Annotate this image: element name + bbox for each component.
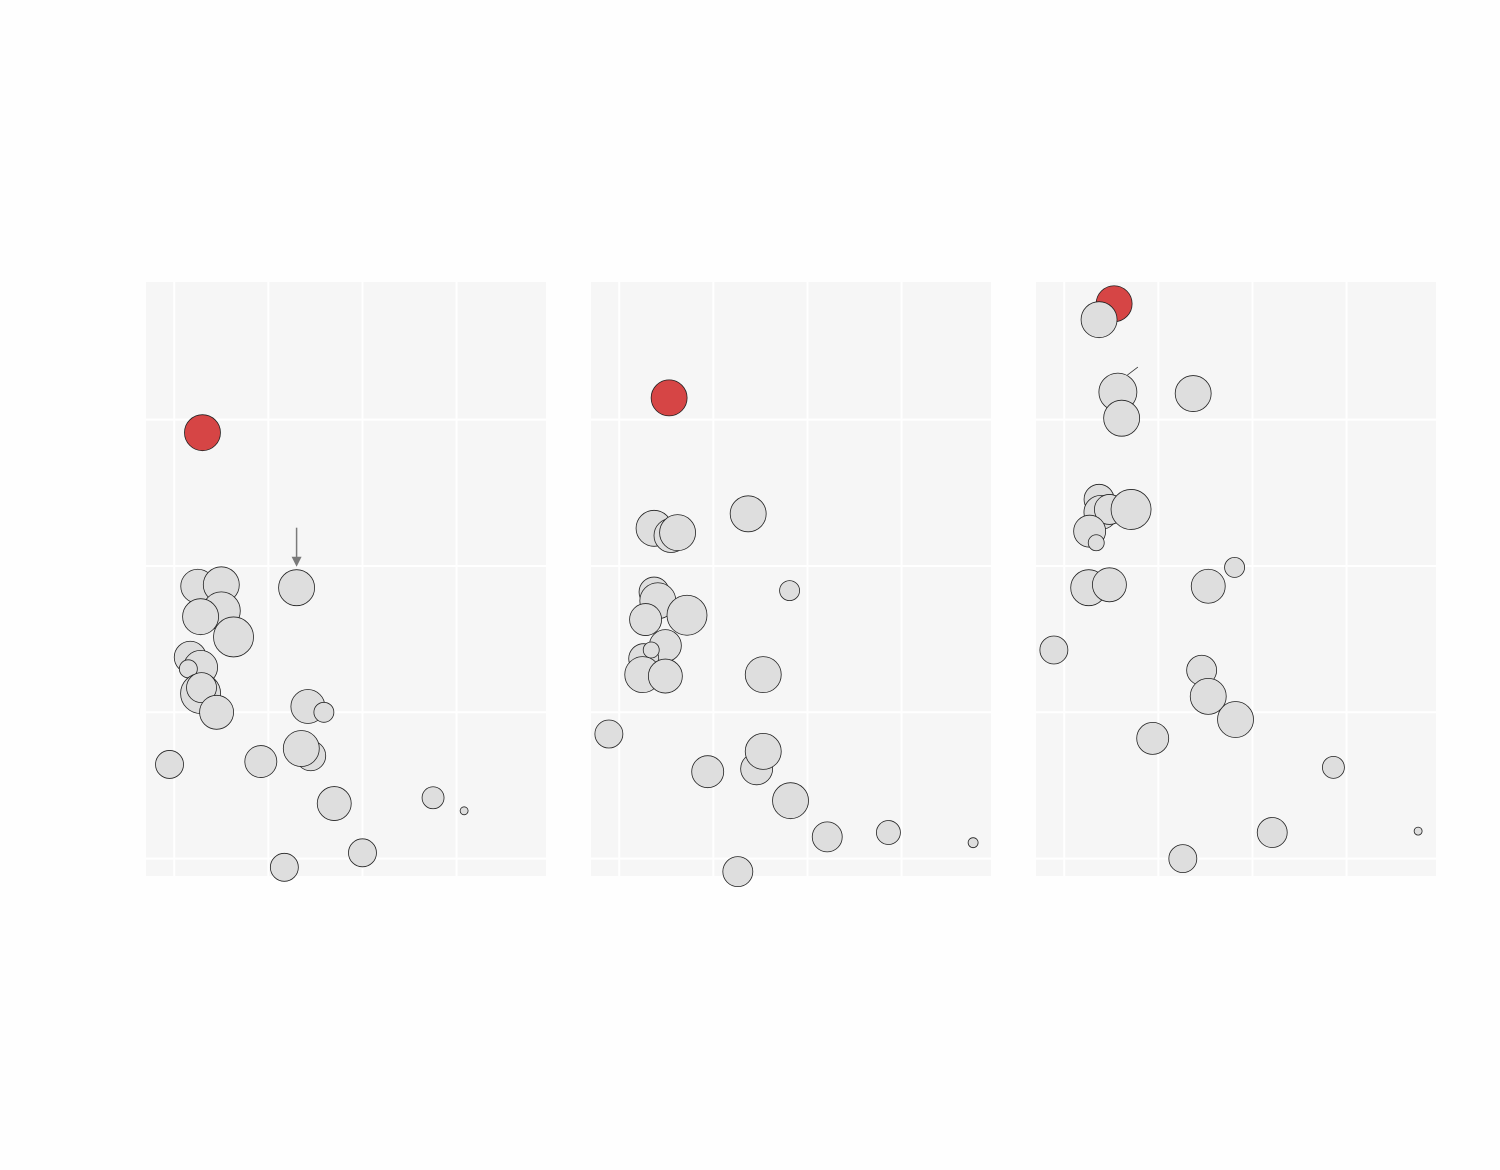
bubble [1413,826,1423,836]
bubble [1256,817,1288,848]
bubble [691,755,725,789]
bubble [779,580,800,601]
bubble [269,852,299,882]
bubble [1189,677,1227,715]
bubble [744,733,782,770]
bubble [642,641,660,659]
bubble [967,837,979,849]
bubble [1039,635,1069,665]
bubble [1092,567,1127,603]
scatter-panel-2 [591,282,991,888]
bubble [182,598,219,636]
bubble [348,838,377,868]
bubble [282,730,320,767]
bubble [772,782,809,820]
bubble [876,820,901,845]
annotation-arrowhead [291,556,302,567]
scatter-panel-3 [1036,282,1436,876]
bubble [744,656,782,694]
bubble [1224,557,1245,578]
bubble [459,806,469,816]
bubble [1110,489,1152,530]
bubble [1136,721,1170,755]
bubble [629,603,662,636]
bubble [199,694,234,730]
bubble [278,569,315,607]
bubble [722,856,754,888]
bubble [1322,755,1345,779]
highlighted-bubble [650,379,688,417]
bubble [729,495,767,533]
bubble [316,786,352,821]
bubble [1217,701,1254,738]
bubble [811,821,843,853]
bubble [213,616,254,658]
scatter-panel-1 [146,282,546,882]
bubble [1080,301,1118,339]
bubble [155,750,184,779]
bubble [1168,844,1198,874]
bubble [244,745,278,778]
bubble [666,594,708,636]
bubble [1103,399,1141,437]
annotation-tick [1127,366,1139,376]
highlighted-bubble [184,414,221,452]
bubble [1087,534,1105,552]
bubble [421,786,445,810]
bubble [647,658,683,694]
bubble [1190,568,1226,604]
bubble [659,514,696,552]
bubble [594,719,624,749]
bubble [186,672,217,704]
bubble [1174,375,1212,412]
bubble [313,701,335,723]
